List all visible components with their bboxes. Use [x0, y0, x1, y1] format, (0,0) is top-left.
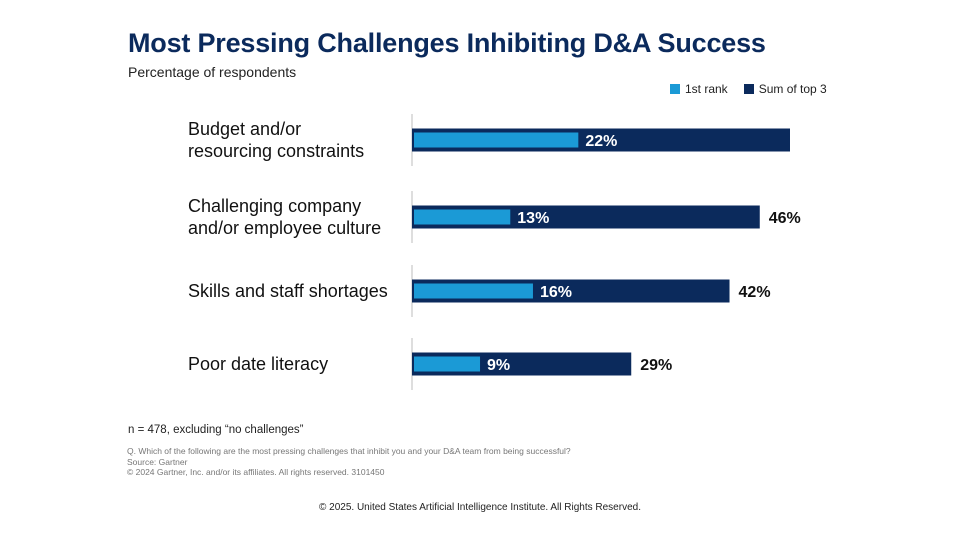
data-label-first-rank: 16% — [540, 284, 572, 301]
legend-item-first-rank: 1st rank — [670, 82, 728, 96]
gartner-copyright: © 2024 Gartner, Inc. and/or its affiliat… — [127, 467, 385, 477]
source-note: Source: Gartner — [127, 456, 188, 467]
data-label-sum-top3: 46% — [769, 210, 801, 227]
bar-first-rank — [414, 209, 511, 225]
legend-swatch-first-rank — [670, 84, 680, 94]
legend-swatch-sum-top3 — [743, 84, 754, 94]
category-label: resourcing constraints — [188, 141, 364, 161]
bottom-copyright: © 2025. United States Artificial Intelli… — [319, 502, 641, 513]
category-label: and/or employee culture — [188, 218, 381, 238]
category-label: Skills and staff shortages — [188, 281, 388, 301]
sample-size-note: n = 478, excluding “no challenges” — [128, 424, 304, 436]
data-label-sum-top3: 42% — [739, 284, 771, 301]
data-label-sum-top3: 29% — [640, 357, 672, 374]
legend-label-first-rank: 1st rank — [685, 82, 728, 96]
data-label-first-rank: 13% — [517, 210, 549, 227]
legend-label-sum-top3: Sum of top 3 — [758, 82, 827, 96]
question-note: Q. Which of the following are the most p… — [127, 446, 571, 456]
bar-first-rank — [414, 132, 579, 148]
category-label: Challenging company — [188, 196, 361, 216]
data-label-first-rank: 9% — [487, 357, 510, 374]
source-notes: Q. Which of the following are the most p… — [127, 446, 571, 478]
category-label: Poor date literacy — [188, 354, 328, 374]
bar-first-rank — [414, 283, 533, 299]
legend: 1st rank Sum of top 3 — [670, 82, 827, 96]
chart-subtitle: Percentage of respondents — [128, 64, 297, 80]
category-label: Budget and/or — [188, 119, 301, 139]
legend-item-sum-top3: Sum of top 3 — [743, 82, 827, 96]
data-label-first-rank: 22% — [585, 133, 617, 150]
chart-title: Most Pressing Challenges Inhibiting D&A … — [128, 28, 766, 58]
bar-first-rank — [414, 356, 481, 372]
